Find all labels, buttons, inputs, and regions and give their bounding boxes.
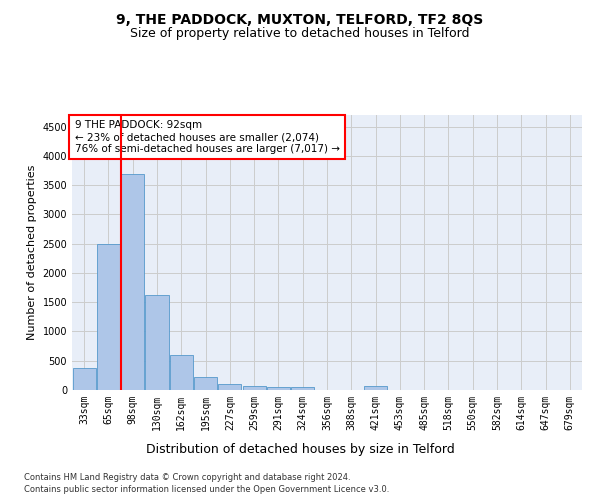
Bar xyxy=(97,244,120,390)
Bar xyxy=(121,174,144,390)
Text: 9, THE PADDOCK, MUXTON, TELFORD, TF2 8QS: 9, THE PADDOCK, MUXTON, TELFORD, TF2 8QS xyxy=(116,12,484,26)
Bar xyxy=(73,368,95,390)
Y-axis label: Number of detached properties: Number of detached properties xyxy=(27,165,37,340)
Bar xyxy=(291,387,314,390)
Bar xyxy=(194,376,217,390)
Text: 9 THE PADDOCK: 92sqm
← 23% of detached houses are smaller (2,074)
76% of semi-de: 9 THE PADDOCK: 92sqm ← 23% of detached h… xyxy=(74,120,340,154)
Bar xyxy=(145,295,169,390)
Bar xyxy=(170,356,193,390)
Bar xyxy=(242,386,266,390)
Text: Size of property relative to detached houses in Telford: Size of property relative to detached ho… xyxy=(130,28,470,40)
Bar xyxy=(218,384,241,390)
Text: Contains public sector information licensed under the Open Government Licence v3: Contains public sector information licen… xyxy=(24,485,389,494)
Bar xyxy=(364,386,387,390)
Text: Contains HM Land Registry data © Crown copyright and database right 2024.: Contains HM Land Registry data © Crown c… xyxy=(24,472,350,482)
Text: Distribution of detached houses by size in Telford: Distribution of detached houses by size … xyxy=(146,442,454,456)
Bar xyxy=(267,387,290,390)
